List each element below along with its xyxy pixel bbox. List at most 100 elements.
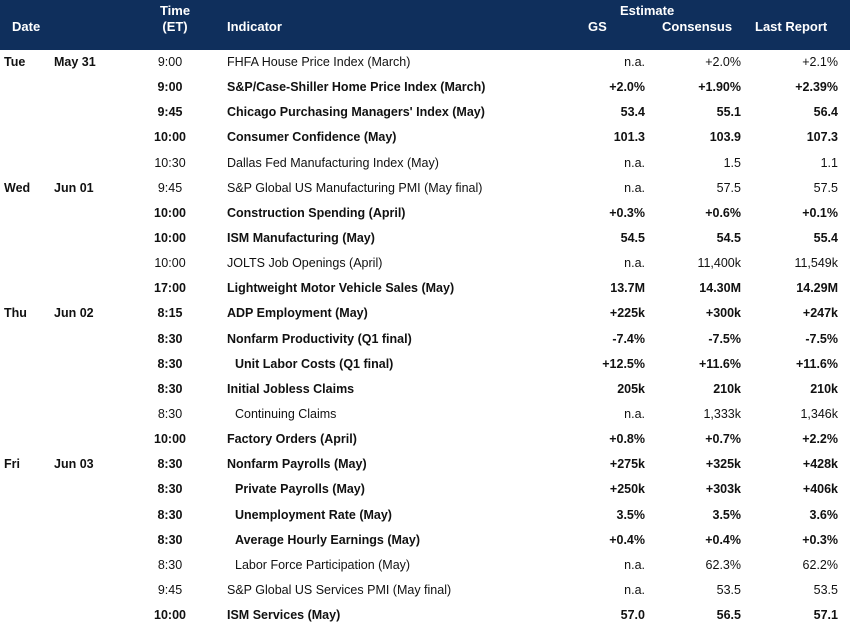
- row-indicator: S&P/Case-Shiller Home Price Index (March…: [227, 80, 486, 95]
- table-header: Date Time (ET) Indicator Estimate GS Con…: [0, 0, 850, 50]
- row-gs-estimate: +225k: [609, 306, 645, 321]
- table-row: 10:00 Construction Spending (April) +0.3% +…: [0, 201, 850, 226]
- row-consensus: 57.5: [716, 180, 741, 195]
- row-last-report: +428k: [802, 457, 838, 472]
- table-row: Wed Jun 01 9:45 S&P Global US Manufacturing…: [0, 176, 850, 201]
- row-time: 8:30: [157, 457, 183, 472]
- table-row: 10:00 JOLTS Job Openings (April) n.a. 11,40…: [0, 251, 850, 276]
- table-row: 9:45 S&P Global US Services PMI (May fina…: [0, 578, 850, 603]
- row-indicator: Unit Labor Costs (Q1 final): [235, 356, 394, 371]
- table-row: 8:30 Private Payrolls (May) +250k +303k +406…: [0, 477, 850, 502]
- header-time-line1: Time: [159, 3, 191, 18]
- row-gs-estimate: 13.7M: [610, 281, 645, 296]
- row-time: 9:45: [157, 582, 183, 597]
- row-consensus: +1.90%: [698, 80, 741, 95]
- table-row: 10:00 ISM Services (May) 57.0 56.5 57.1: [0, 603, 850, 628]
- row-consensus: 3.5%: [712, 507, 742, 522]
- row-day: Thu: [4, 306, 27, 321]
- row-consensus: +0.6%: [705, 205, 741, 220]
- table-row: 8:30 Average Hourly Earnings (May) +0.4% +0…: [0, 528, 850, 553]
- table-row: 8:30 Nonfarm Productivity (Q1 final) -7.4%…: [0, 327, 850, 352]
- row-last-report: +2.1%: [802, 55, 838, 69]
- row-time: 10:00: [154, 205, 186, 220]
- row-gs-estimate: +275k: [609, 457, 645, 472]
- row-indicator: Consumer Confidence (May): [227, 130, 397, 145]
- table-row: 8:30 Unemployment Rate (May) 3.5% 3.5% 3.6%: [0, 503, 850, 528]
- row-time: 9:00: [157, 55, 183, 69]
- row-indicator: S&P Global US Manufacturing PMI (May fin…: [227, 180, 483, 195]
- row-indicator: Initial Jobless Claims: [227, 381, 355, 396]
- row-gs-estimate: +12.5%: [602, 356, 645, 371]
- row-time: 9:00: [157, 80, 183, 95]
- row-gs-estimate: -7.4%: [612, 331, 645, 346]
- row-gs-estimate: 57.0: [620, 608, 645, 623]
- table-row: 8:30 Initial Jobless Claims 205k 210k 210k: [0, 377, 850, 402]
- row-gs-estimate: +0.8%: [609, 432, 645, 447]
- row-last-report: 53.5: [813, 582, 838, 597]
- row-gs-estimate: n.a.: [624, 406, 645, 421]
- row-time: 8:15: [157, 306, 183, 321]
- row-last-report: 57.1: [813, 608, 838, 623]
- row-last-report: 3.6%: [809, 507, 839, 522]
- row-date: Jun 01: [54, 180, 94, 195]
- table-row: Thu Jun 02 8:15 ADP Employment (May) +225k +3…: [0, 301, 850, 326]
- row-consensus: 210k: [713, 381, 741, 396]
- row-consensus: 62.3%: [705, 557, 741, 572]
- row-last-report: 55.4: [813, 230, 838, 245]
- row-consensus: +0.4%: [705, 532, 741, 547]
- row-last-report: 1,346k: [800, 406, 838, 421]
- row-indicator: Average Hourly Earnings (May): [235, 532, 421, 547]
- row-indicator: Factory Orders (April): [227, 432, 357, 447]
- row-time: 8:30: [157, 482, 183, 497]
- row-consensus: 1,333k: [703, 406, 741, 421]
- row-gs-estimate: 205k: [617, 381, 645, 396]
- row-indicator: Unemployment Rate (May): [235, 507, 392, 522]
- row-consensus: +303k: [705, 482, 741, 497]
- row-time: 8:30: [157, 507, 183, 522]
- header-indicator: Indicator: [227, 19, 282, 34]
- row-time: 8:30: [157, 557, 183, 572]
- row-consensus: +325k: [705, 457, 741, 472]
- row-time: 9:45: [157, 180, 183, 195]
- row-day: Fri: [4, 457, 20, 472]
- header-date: Date: [12, 19, 41, 34]
- row-last-report: +2.39%: [795, 80, 838, 95]
- row-time: 8:30: [157, 381, 183, 396]
- calendar-table-body: Tue May 31 9:00 FHFA House Price Index (Mar…: [0, 50, 850, 628]
- table-row: 8:30 Continuing Claims n.a. 1,333k 1,346k: [0, 402, 850, 427]
- row-consensus: +0.7%: [705, 432, 741, 447]
- row-last-report: +0.1%: [802, 205, 838, 220]
- row-indicator: Construction Spending (April): [227, 205, 406, 220]
- row-consensus: 11,400k: [697, 256, 741, 271]
- row-last-report: -7.5%: [805, 331, 838, 346]
- row-gs-estimate: n.a.: [624, 55, 645, 69]
- row-gs-estimate: +0.4%: [609, 532, 645, 547]
- row-consensus: 53.5: [716, 582, 741, 597]
- row-indicator: Lightweight Motor Vehicle Sales (May): [227, 281, 455, 296]
- row-gs-estimate: n.a.: [624, 256, 645, 271]
- row-indicator: ISM Manufacturing (May): [227, 230, 375, 245]
- row-last-report: 210k: [810, 381, 838, 396]
- row-time: 10:30: [154, 155, 186, 170]
- row-consensus: 55.1: [716, 105, 741, 120]
- row-gs-estimate: +0.3%: [609, 205, 645, 220]
- row-last-report: +11.6%: [795, 356, 838, 371]
- row-time: 10:00: [154, 130, 186, 145]
- row-time: 8:30: [157, 532, 183, 547]
- row-last-report: 107.3: [806, 130, 838, 145]
- row-last-report: 57.5: [813, 180, 838, 195]
- row-time: 10:00: [154, 256, 186, 271]
- row-indicator: Nonfarm Payrolls (May): [227, 457, 367, 472]
- row-time: 10:00: [154, 608, 186, 623]
- row-consensus: 103.9: [709, 130, 741, 145]
- row-day: Tue: [4, 55, 26, 69]
- row-last-report: +247k: [802, 306, 838, 321]
- row-date: Jun 03: [54, 457, 94, 472]
- row-indicator: FHFA House Price Index (March): [227, 55, 411, 69]
- row-date: Jun 02: [54, 306, 94, 321]
- row-consensus: +11.6%: [698, 356, 741, 371]
- row-last-report: 62.2%: [802, 557, 838, 572]
- row-gs-estimate: 54.5: [620, 230, 645, 245]
- row-indicator: ADP Employment (May): [227, 306, 368, 321]
- table-row: 17:00 Lightweight Motor Vehicle Sales (Ma…: [0, 276, 850, 301]
